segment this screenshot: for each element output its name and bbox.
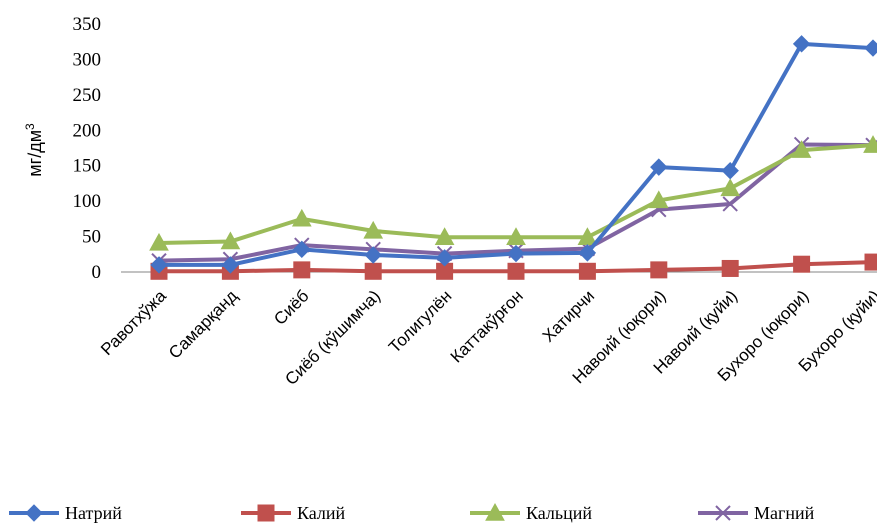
data-point (722, 196, 738, 212)
data-point-stroke (715, 505, 731, 521)
data-point (434, 227, 455, 245)
data-point (791, 140, 812, 158)
data-point (506, 227, 526, 245)
svg-text:мг/дм3: мг/дм3 (23, 123, 45, 177)
data-point (149, 232, 169, 251)
data-point (578, 262, 596, 280)
data-point (648, 190, 669, 209)
legend-item: Натрий (9, 503, 122, 523)
y-tick-label: 250 (73, 85, 102, 106)
y-axis-label-superscript: 3 (23, 123, 37, 130)
series-layer (149, 35, 877, 280)
data-point-stroke (722, 196, 738, 212)
data-point (793, 255, 811, 273)
legend-item: Магний (698, 503, 815, 523)
legend-item: Кальций (470, 502, 592, 523)
legend-label: Кальций (526, 503, 592, 523)
data-point (150, 256, 168, 274)
legend-item: Калий (241, 503, 346, 523)
data-point (721, 161, 739, 180)
series-2 (150, 253, 877, 280)
series-1 (150, 35, 877, 274)
legend: Натрий Калий Кальций Магний (9, 502, 815, 523)
y-axis-label: мг/дм (25, 130, 45, 177)
data-point (25, 504, 43, 522)
y-tick-label: 50 (82, 227, 101, 248)
data-point (485, 502, 505, 521)
y-axis-title: мг/дм3 (23, 123, 45, 177)
data-point (864, 39, 877, 57)
data-point (507, 244, 525, 263)
legend-label: Натрий (65, 503, 122, 523)
data-point (363, 220, 384, 239)
data-point (650, 158, 668, 176)
series-3 (149, 135, 877, 251)
y-tick-label: 300 (73, 49, 102, 70)
x-tick-label: Толигулён (385, 286, 455, 356)
data-point (293, 240, 311, 259)
x-tick-label: Каттакўрғон (447, 286, 527, 366)
data-point (721, 259, 739, 277)
x-tick-label: Хатирчи (539, 286, 598, 345)
data-point (257, 504, 275, 522)
data-point (364, 246, 382, 264)
y-tick-label: 150 (73, 156, 102, 177)
y-tick-label: 200 (73, 120, 102, 141)
data-point (220, 231, 241, 250)
y-tick-label: 100 (73, 191, 102, 212)
y-tick-label: 0 (92, 262, 102, 283)
x-tick-label: Равотхўжа (97, 286, 170, 359)
legend-label: Магний (754, 503, 815, 523)
data-point (291, 208, 312, 227)
data-point (792, 35, 811, 53)
data-point (650, 261, 668, 279)
data-point (715, 505, 731, 521)
data-point (221, 256, 240, 274)
legend-label: Калий (297, 503, 346, 523)
data-point (863, 135, 877, 153)
data-point (435, 249, 454, 267)
y-tick-label: 350 (73, 14, 102, 35)
y-tick-labels: 0 50 100 150 200 250 300 350 (73, 14, 102, 283)
data-point (507, 262, 525, 280)
data-point (578, 244, 597, 262)
data-point (364, 262, 382, 280)
data-point (293, 261, 311, 279)
data-point (864, 253, 877, 271)
data-point (720, 178, 741, 197)
x-tick-label: Сиёб (270, 286, 313, 329)
x-tick-label: Самарқанд (165, 286, 241, 362)
